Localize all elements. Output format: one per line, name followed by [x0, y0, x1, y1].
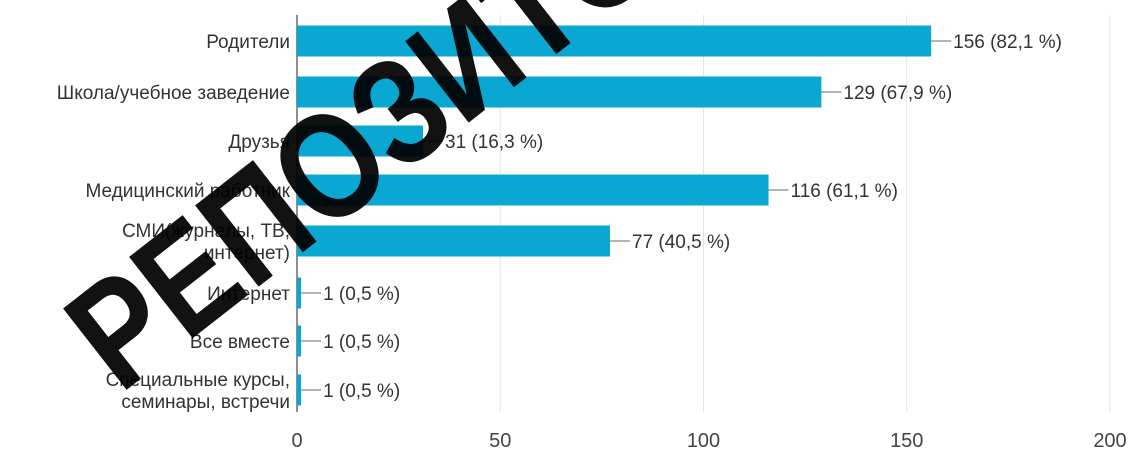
- x-tick-label: 50: [489, 430, 511, 452]
- bar: [297, 125, 424, 157]
- value-label: 129 (67,9 %): [843, 83, 952, 104]
- value-label: 31 (16,3 %): [445, 132, 543, 153]
- value-label: 1 (0,5 %): [323, 381, 400, 402]
- value-labels: 156 (82,1 %) 129 (67,9 %) 31 (16,3 %) 116 (…: [301, 32, 1062, 402]
- category-label: Все вместе: [190, 332, 290, 353]
- value-label: 116 (61,1 %): [791, 181, 898, 202]
- bar: [297, 374, 302, 406]
- x-axis-ticks: 0 50 100 150 200: [291, 430, 1126, 452]
- bar: [297, 225, 611, 257]
- category-label: интернет): [204, 243, 290, 264]
- category-labels: Родители Школа/учебное заведение Друзья Мед…: [57, 32, 291, 413]
- x-tick-label: 200: [1093, 430, 1126, 452]
- grid-lines: [296, 15, 1111, 412]
- category-label: семинары, встречи: [121, 392, 290, 413]
- category-label: Специальные курсы,: [106, 370, 290, 391]
- category-label: Друзья: [228, 132, 290, 153]
- bar: [297, 174, 769, 206]
- value-label: 1 (0,5 %): [323, 284, 400, 305]
- value-label: 1 (0,5 %): [323, 332, 400, 353]
- category-label: Школа/учебное заведение: [57, 83, 290, 104]
- x-tick-label: 100: [687, 430, 720, 452]
- value-label: 77 (40,5 %): [632, 232, 730, 253]
- bar: [297, 325, 302, 357]
- category-label: Медицинский работник: [86, 181, 291, 202]
- x-tick-label: 150: [890, 430, 923, 452]
- bar: [297, 277, 302, 309]
- x-tick-label: 0: [291, 430, 302, 452]
- bar: [297, 25, 932, 57]
- value-label: 156 (82,1 %): [953, 32, 1062, 53]
- bars: [297, 25, 932, 406]
- category-label: Родители: [206, 32, 290, 53]
- category-label: Интернет: [207, 284, 290, 305]
- category-label: СМИ(журналы, ТВ,: [122, 221, 290, 242]
- bar: [297, 76, 822, 108]
